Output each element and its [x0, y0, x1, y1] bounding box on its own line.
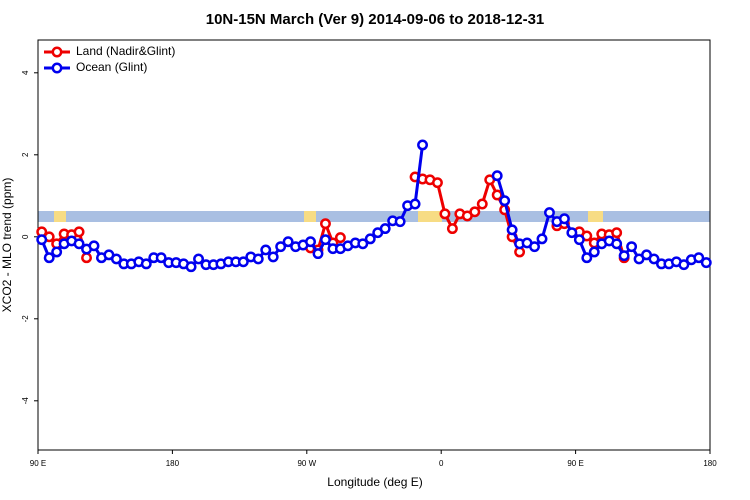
- data-point: [626, 241, 638, 253]
- legend-marker: [51, 62, 63, 74]
- land-ocean-band: [38, 211, 710, 222]
- data-point: [700, 257, 712, 269]
- data-point: [305, 236, 316, 248]
- y-tick-label: -4: [21, 397, 30, 405]
- data-point: [51, 246, 63, 258]
- data-point: [432, 177, 443, 189]
- data-point: [275, 241, 287, 253]
- data-point: [155, 252, 167, 264]
- data-point: [379, 223, 391, 235]
- land-patch: [54, 211, 66, 222]
- legend-marker: [51, 46, 63, 58]
- data-point: [364, 233, 376, 245]
- y-axis-label: XCO2 - MLO trend (ppm): [0, 178, 14, 313]
- y-tick-label: 2: [21, 152, 30, 157]
- y-tick-label: 0: [21, 234, 30, 239]
- x-tick-label: 90 E: [30, 459, 46, 468]
- land-patch: [588, 211, 603, 222]
- data-point: [529, 241, 540, 253]
- y-tick-label: 4: [21, 70, 30, 75]
- data-point: [588, 246, 600, 258]
- data-point: [267, 251, 279, 263]
- data-point: [446, 223, 458, 235]
- chart-title: 10N-15N March (Ver 9) 2014-09-06 to 2018…: [206, 11, 545, 28]
- land-patch: [418, 211, 442, 222]
- data-point: [648, 253, 660, 265]
- data-point: [320, 218, 331, 230]
- data-point: [536, 233, 548, 245]
- data-point: [573, 234, 585, 246]
- data-point: [140, 258, 152, 270]
- data-point: [611, 238, 623, 250]
- data-point: [320, 234, 331, 246]
- data-point: [282, 236, 294, 248]
- data-point: [88, 240, 100, 252]
- data-point: [81, 252, 92, 264]
- data-point: [566, 227, 578, 239]
- data-point: [469, 206, 481, 218]
- data-point: [476, 198, 488, 210]
- data-point: [417, 139, 428, 151]
- y-tick-label: -2: [21, 315, 30, 323]
- data-point: [581, 252, 593, 264]
- plot-frame: [37, 39, 711, 451]
- data-point: [678, 259, 690, 271]
- x-tick-label: 90 W: [297, 459, 316, 468]
- data-point: [506, 224, 518, 236]
- data-point: [312, 248, 324, 260]
- x-axis-label: Longitude (deg E): [327, 475, 422, 489]
- land-patch: [304, 211, 316, 222]
- x-tick-label: 90 E: [567, 459, 583, 468]
- x-tick-label: 0: [439, 459, 444, 468]
- data-point: [499, 195, 511, 207]
- x-tick-label: 180: [166, 459, 180, 468]
- data-point: [611, 227, 623, 239]
- data-point: [237, 256, 249, 268]
- data-point: [185, 261, 197, 273]
- data-point: [73, 226, 85, 238]
- data-point: [260, 244, 272, 256]
- data-point: [193, 253, 204, 265]
- legend-label: Land (Nadir&Glint): [76, 44, 175, 58]
- data-point: [693, 252, 705, 264]
- data-point: [110, 253, 122, 265]
- data-point: [558, 213, 570, 225]
- series-line: [40, 144, 708, 269]
- data-point: [73, 238, 85, 250]
- data-point: [409, 198, 421, 210]
- x-tick-label: 180: [703, 459, 717, 468]
- data-point: [252, 253, 264, 265]
- data-point: [491, 170, 503, 182]
- data-point: [334, 232, 346, 244]
- data-point: [43, 252, 55, 264]
- data-point: [394, 216, 406, 228]
- data-point: [618, 250, 630, 262]
- data-point: [439, 208, 451, 220]
- data-point: [357, 238, 369, 250]
- data-point: [544, 207, 555, 219]
- legend-label: Ocean (Glint): [76, 60, 147, 74]
- data-point: [36, 234, 48, 246]
